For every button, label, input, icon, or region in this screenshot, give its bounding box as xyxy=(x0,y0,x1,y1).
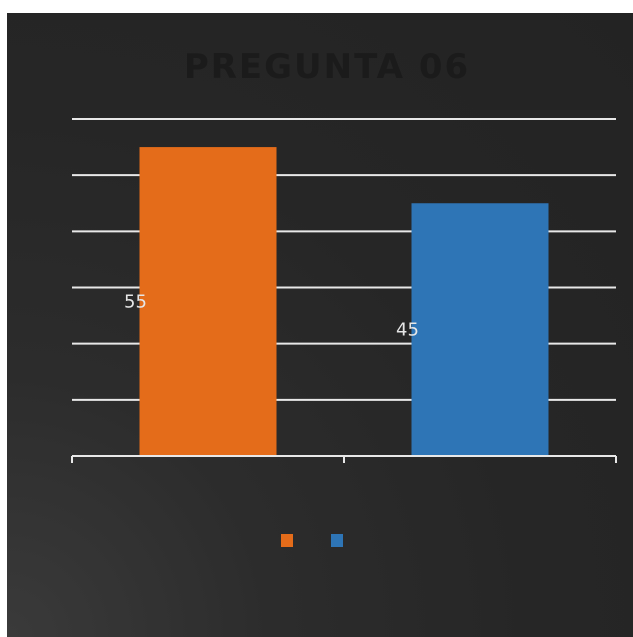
x-axis xyxy=(71,455,617,463)
bar-2 xyxy=(411,203,549,456)
legend xyxy=(281,534,343,547)
bar-1 xyxy=(139,147,277,457)
bars xyxy=(139,147,549,457)
bar-chart: PREGUNTA 06 55 45 xyxy=(71,47,617,547)
chart-panel: PREGUNTA 06 55 45 xyxy=(7,13,633,637)
data-label-2: 45 xyxy=(396,320,419,341)
data-label-1: 55 xyxy=(124,292,147,313)
chart-title: PREGUNTA 06 xyxy=(184,47,470,87)
legend-swatch-1 xyxy=(281,534,293,547)
legend-swatch-2 xyxy=(331,534,343,547)
data-labels: 55 45 xyxy=(124,292,419,341)
